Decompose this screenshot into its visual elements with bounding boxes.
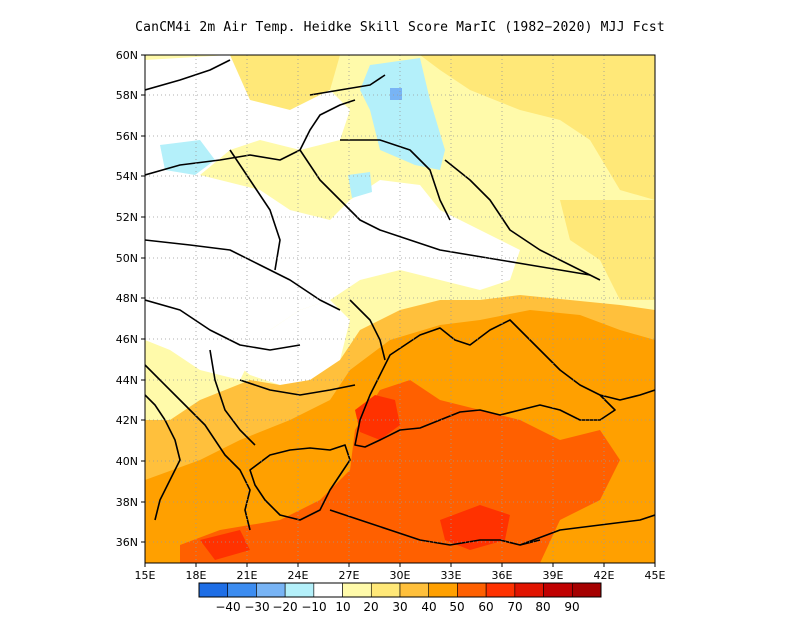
colorbar-label: −40 [215,600,240,614]
colorbar-labels: −40 −30 −20 −10 10 20 30 40 50 60 70 80 … [215,600,579,614]
field-blue-baltic [360,58,445,170]
adriatic-coast [145,364,251,531]
y-tick-label: 48N [116,292,138,305]
x-tick-label: 21E [237,569,258,582]
baltic-coast [145,99,356,176]
x-tick-label: 39E [543,569,564,582]
x-tick-label: 15E [135,569,156,582]
field-red-hotspot-2 [440,505,510,550]
field-light-yellow-north [220,55,655,200]
border-1 [145,239,341,311]
chart-title: CanCM4i 2m Air Temp. Heidke Skill Score … [135,20,665,35]
anatolia-border [519,514,655,546]
y-tick-label: 60N [116,49,138,62]
italy-coast [145,394,181,521]
x-tick-label: 27E [339,569,360,582]
colorbar-swatch [313,582,343,598]
x-tick-label: 36E [492,569,513,582]
y-tick-label: 40N [116,455,138,468]
colorbar-label: 30 [392,600,407,614]
y-tick-label: 42N [116,414,138,427]
colorbar-label: 10 [335,600,350,614]
finland-coast [145,59,231,91]
tick-marks [141,54,656,567]
colorbar-label: −20 [272,600,297,614]
border-3 [229,149,281,271]
gulf-of-finland [309,74,386,96]
colorbar: −40 −30 −20 −10 10 20 30 40 50 60 70 80 … [198,582,602,614]
y-tick-label: 54N [116,170,138,183]
y-tick-label: 46N [116,333,138,346]
field-white-central [145,55,520,380]
border-8 [209,349,256,446]
colorbar-swatch [370,582,401,598]
border-5 [340,139,451,221]
caucasus-border [599,389,655,401]
colorbar-swatch [457,582,487,598]
eastern-border [444,159,601,281]
colorbar-swatch [256,582,286,598]
field-red-hotspot-3 [200,530,250,560]
border-2 [145,299,301,351]
colorbar-swatch [342,582,372,598]
colorbar-swatch [428,582,458,598]
field-white-balkans [220,300,350,385]
anatolia-south-coast [329,509,541,546]
coastlines-borders [145,59,655,546]
y-tick-label: 52N [116,211,138,224]
grid-lines [145,55,655,563]
colorbar-swatch [198,582,229,598]
y-tick-label: 56N [116,130,138,143]
colorbar-swatches [198,582,602,598]
colorbar-label: 20 [363,600,378,614]
colorbar-swatch [399,582,430,598]
field-light-yellow-east [560,200,655,300]
colorbar-label: −10 [301,600,326,614]
y-tick-label: 38N [116,496,138,509]
x-tick-labels: 15E 18E 21E 24E 27E 30E 33E 36E 39E 42E … [135,569,666,582]
x-tick-label: 42E [594,569,615,582]
y-tick-label: 44N [116,374,138,387]
colorbar-label: 40 [421,600,436,614]
border-7 [239,379,356,396]
y-tick-labels: 36N 38N 40N 42N 44N 46N 48N 50N 52N 54N … [116,49,138,549]
colorbar-swatch [485,582,516,598]
colorbar-label: 50 [449,600,464,614]
colorbar-swatch [514,582,544,598]
colorbar-label: −30 [244,600,269,614]
colorbar-swatch [571,582,602,598]
x-tick-label: 30E [390,569,411,582]
colorbar-frame [198,582,602,598]
colorbar-swatch [227,582,257,598]
border-4 [299,149,591,276]
x-tick-label: 45E [645,569,666,582]
aegean-coast [249,444,351,521]
colorbar-label: 60 [478,600,493,614]
y-tick-label: 58N [116,89,138,102]
colorbar-label: 90 [564,600,579,614]
black-sea-coast [354,319,616,448]
colorbar-label: 70 [507,600,522,614]
x-tick-label: 18E [186,569,207,582]
field-blue-small [348,172,372,198]
field-blue-dark-cell [390,88,402,100]
colorbar-swatch [543,582,573,598]
y-tick-label: 50N [116,252,138,265]
x-tick-label: 33E [441,569,462,582]
x-tick-label: 24E [288,569,309,582]
colorbar-swatch [284,582,315,598]
border-6 [349,299,386,361]
colorbar-label: 80 [535,600,550,614]
y-tick-label: 36N [116,536,138,549]
